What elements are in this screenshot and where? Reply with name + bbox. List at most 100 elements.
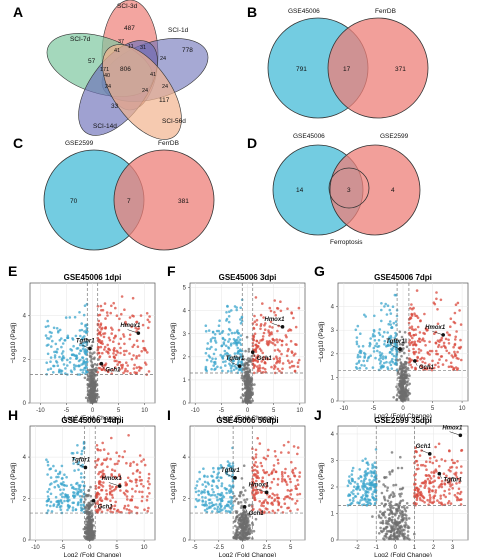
data-point — [439, 355, 443, 358]
data-point — [289, 493, 293, 496]
data-point — [225, 470, 228, 474]
data-point — [434, 491, 437, 494]
data-point — [80, 490, 83, 493]
data-point — [254, 296, 258, 299]
data-point — [205, 369, 208, 373]
data-point — [422, 481, 425, 484]
data-point — [227, 489, 231, 493]
data-point — [387, 519, 391, 522]
data-point — [146, 351, 149, 354]
data-point — [98, 498, 102, 501]
gene-label: Tgfbr1 — [226, 356, 245, 362]
data-point — [356, 482, 359, 486]
data-point — [82, 488, 86, 492]
data-point — [380, 352, 384, 355]
data-point — [80, 495, 84, 498]
plot-title: GSE2599 35dpi — [374, 416, 432, 425]
data-point — [292, 445, 296, 448]
data-point — [456, 498, 459, 502]
data-point — [205, 507, 209, 511]
data-point — [270, 480, 274, 484]
data-point — [277, 462, 280, 465]
data-point — [229, 342, 233, 346]
data-point — [432, 474, 436, 478]
x-axis-label: Log2 (Fold Change) — [219, 415, 277, 422]
venn-d-count: 4 — [391, 187, 395, 194]
data-point — [274, 455, 277, 458]
data-point — [112, 352, 115, 355]
data-point — [233, 331, 236, 335]
data-point — [412, 334, 416, 337]
venn-a-count: 171 — [100, 67, 109, 73]
data-point — [132, 354, 135, 357]
data-point — [65, 475, 68, 479]
data-point — [232, 368, 236, 372]
data-point — [49, 500, 53, 504]
data-point — [411, 307, 414, 311]
data-point — [267, 511, 271, 514]
data-point — [110, 493, 114, 497]
data-point — [148, 320, 151, 324]
data-point — [368, 344, 371, 348]
y-tick-label: 0 — [183, 538, 187, 544]
data-point — [91, 502, 95, 506]
data-point — [286, 506, 289, 510]
data-point — [255, 323, 258, 326]
data-point — [63, 499, 66, 503]
data-point — [434, 445, 437, 449]
data-point — [262, 358, 265, 361]
data-point — [104, 497, 107, 501]
data-point — [229, 487, 233, 491]
data-point — [373, 471, 376, 475]
data-point — [146, 495, 149, 498]
data-point — [259, 313, 263, 317]
data-point — [55, 351, 59, 354]
data-point — [117, 459, 120, 463]
data-point — [452, 345, 455, 349]
data-point — [95, 463, 99, 467]
data-point — [361, 459, 365, 463]
data-point — [208, 498, 212, 502]
data-point — [214, 341, 218, 344]
data-point — [449, 361, 453, 365]
data-point — [453, 354, 457, 358]
data-point — [46, 460, 50, 464]
data-point — [77, 487, 81, 491]
data-point — [352, 496, 355, 500]
data-point — [62, 363, 66, 366]
data-point — [203, 491, 206, 494]
y-tick-label: 0 — [23, 538, 27, 544]
data-point — [385, 489, 389, 492]
data-point — [448, 449, 451, 452]
data-point — [394, 513, 397, 517]
data-point — [445, 359, 448, 362]
data-point — [275, 357, 279, 360]
data-point — [348, 475, 351, 478]
data-point — [111, 368, 114, 372]
data-point — [429, 477, 433, 480]
data-point — [457, 487, 461, 491]
data-point — [438, 501, 441, 504]
gene-point — [264, 490, 269, 495]
data-point — [414, 478, 417, 482]
data-point — [59, 500, 63, 503]
data-point — [233, 305, 237, 308]
data-point — [432, 485, 435, 488]
data-point — [247, 399, 251, 402]
data-point — [87, 513, 90, 516]
panel-letter-a: A — [13, 4, 23, 20]
data-point — [405, 391, 408, 395]
data-point — [228, 310, 231, 314]
data-point — [101, 472, 105, 475]
data-point — [207, 493, 211, 496]
data-point — [411, 336, 414, 340]
data-point — [104, 362, 108, 366]
data-point — [352, 499, 355, 503]
data-point — [290, 360, 294, 363]
data-point — [233, 520, 236, 523]
gene-label: Tgfbr1 — [76, 338, 95, 344]
data-point — [86, 516, 89, 520]
data-point — [128, 508, 131, 512]
data-point — [389, 323, 393, 326]
data-point — [398, 509, 402, 512]
